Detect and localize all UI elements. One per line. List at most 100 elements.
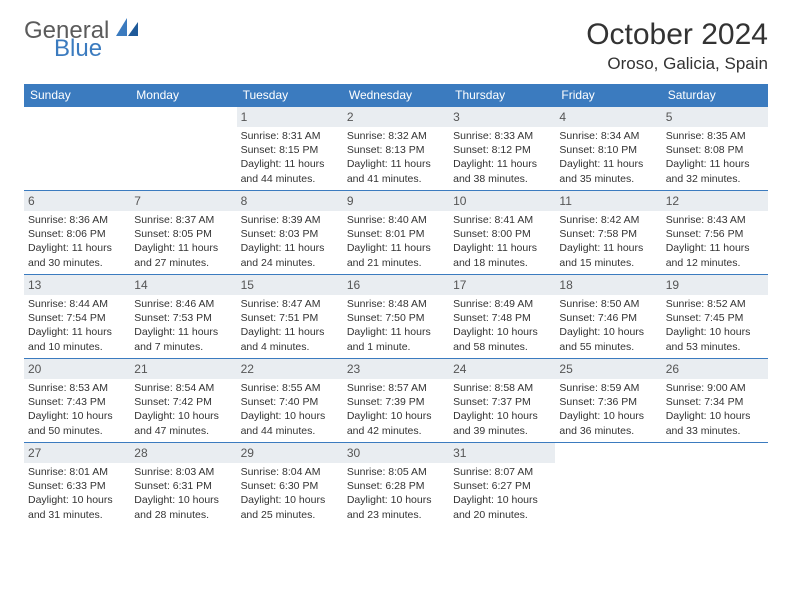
sunrise-text: Sunrise: 8:37 AM bbox=[134, 213, 232, 227]
day-cell: 7Sunrise: 8:37 AMSunset: 8:05 PMDaylight… bbox=[130, 190, 236, 274]
day-info: Sunrise: 8:43 AMSunset: 7:56 PMDaylight:… bbox=[666, 213, 764, 270]
day-info: Sunrise: 8:41 AMSunset: 8:00 PMDaylight:… bbox=[453, 213, 551, 270]
day-number-row: 7 bbox=[130, 191, 236, 211]
day-number: 31 bbox=[453, 446, 466, 460]
daylight-text: Daylight: 11 hours and 18 minutes. bbox=[453, 241, 551, 269]
day-info: Sunrise: 8:07 AMSunset: 6:27 PMDaylight:… bbox=[453, 465, 551, 522]
daylight-text: Daylight: 11 hours and 1 minute. bbox=[347, 325, 445, 353]
day-cell: 25Sunrise: 8:59 AMSunset: 7:36 PMDayligh… bbox=[555, 358, 661, 442]
day-cell: 16 Sunrise: 8:48 AMSunset: 7:50 PMDayligh… bbox=[343, 274, 449, 358]
sunset-text: Sunset: 7:39 PM bbox=[347, 395, 445, 409]
sunset-text: Sunset: 7:36 PM bbox=[559, 395, 657, 409]
day-cell: 27Sunrise: 8:01 AMSunset: 6:33 PMDayligh… bbox=[24, 442, 130, 526]
day-info: Sunrise: 8:49 AMSunset: 7:48 PMDaylight:… bbox=[453, 297, 551, 354]
sunrise-text: Sunrise: 8:57 AM bbox=[347, 381, 445, 395]
day-number: 5 bbox=[666, 110, 673, 124]
day-info: Sunrise: 8:44 AMSunset: 7:54 PMDaylight:… bbox=[28, 297, 126, 354]
sunrise-text: Sunrise: 8:31 AM bbox=[241, 129, 339, 143]
day-number: 10 bbox=[453, 194, 466, 208]
sunset-text: Sunset: 8:03 PM bbox=[241, 227, 339, 241]
daylight-text: Daylight: 11 hours and 38 minutes. bbox=[453, 157, 551, 185]
day-cell: 28Sunrise: 8:03 AMSunset: 6:31 PMDayligh… bbox=[130, 442, 236, 526]
day-number: 26 bbox=[666, 362, 679, 376]
sunset-text: Sunset: 7:53 PM bbox=[134, 311, 232, 325]
sunrise-text: Sunrise: 8:39 AM bbox=[241, 213, 339, 227]
day-info: Sunrise: 8:31 AMSunset: 8:15 PMDaylight:… bbox=[241, 129, 339, 186]
calendar-cell: 9Sunrise: 8:40 AMSunset: 8:01 PMDaylight… bbox=[343, 190, 449, 274]
weekday-header: Sunday bbox=[24, 84, 130, 106]
sunset-text: Sunset: 8:00 PM bbox=[453, 227, 551, 241]
daylight-text: Daylight: 10 hours and 55 minutes. bbox=[559, 325, 657, 353]
daylight-text: Daylight: 10 hours and 20 minutes. bbox=[453, 493, 551, 521]
empty-day bbox=[662, 442, 768, 527]
calendar-cell bbox=[24, 106, 130, 190]
weekday-header: Wednesday bbox=[343, 84, 449, 106]
calendar-cell: 3Sunrise: 8:33 AMSunset: 8:12 PMDaylight… bbox=[449, 106, 555, 190]
day-info: Sunrise: 8:48 AMSunset: 7:50 PMDaylight:… bbox=[347, 297, 445, 354]
weekday-header: Saturday bbox=[662, 84, 768, 106]
calendar-cell: 29Sunrise: 8:04 AMSunset: 6:30 PMDayligh… bbox=[237, 442, 343, 526]
day-cell: 1Sunrise: 8:31 AMSunset: 8:15 PMDaylight… bbox=[237, 106, 343, 190]
day-cell: 21Sunrise: 8:54 AMSunset: 7:42 PMDayligh… bbox=[130, 358, 236, 442]
title-block: October 2024 Oroso, Galicia, Spain bbox=[586, 18, 768, 74]
day-number: 15 bbox=[241, 278, 254, 292]
day-number-row: 16 bbox=[343, 275, 449, 295]
day-number-row: 29 bbox=[237, 443, 343, 463]
day-info: Sunrise: 8:58 AMSunset: 7:37 PMDaylight:… bbox=[453, 381, 551, 438]
sunset-text: Sunset: 7:43 PM bbox=[28, 395, 126, 409]
calendar-cell: 21Sunrise: 8:54 AMSunset: 7:42 PMDayligh… bbox=[130, 358, 236, 442]
day-info: Sunrise: 8:05 AMSunset: 6:28 PMDaylight:… bbox=[347, 465, 445, 522]
day-number-row: 18 bbox=[555, 275, 661, 295]
sunset-text: Sunset: 7:46 PM bbox=[559, 311, 657, 325]
day-number: 16 bbox=[347, 278, 360, 292]
month-title: October 2024 bbox=[586, 18, 768, 52]
day-cell: 15Sunrise: 8:47 AMSunset: 7:51 PMDayligh… bbox=[237, 274, 343, 358]
day-cell: 3Sunrise: 8:33 AMSunset: 8:12 PMDaylight… bbox=[449, 106, 555, 190]
sunset-text: Sunset: 6:27 PM bbox=[453, 479, 551, 493]
day-number: 20 bbox=[28, 362, 41, 376]
location: Oroso, Galicia, Spain bbox=[586, 54, 768, 74]
sunset-text: Sunset: 7:51 PM bbox=[241, 311, 339, 325]
day-info: Sunrise: 8:54 AMSunset: 7:42 PMDaylight:… bbox=[134, 381, 232, 438]
day-info: Sunrise: 8:35 AMSunset: 8:08 PMDaylight:… bbox=[666, 129, 764, 186]
day-cell: 17Sunrise: 8:49 AMSunset: 7:48 PMDayligh… bbox=[449, 274, 555, 358]
daylight-text: Daylight: 10 hours and 44 minutes. bbox=[241, 409, 339, 437]
day-number-row: 1 bbox=[237, 107, 343, 127]
day-cell: 12Sunrise: 8:43 AMSunset: 7:56 PMDayligh… bbox=[662, 190, 768, 274]
calendar-cell: 8Sunrise: 8:39 AMSunset: 8:03 PMDaylight… bbox=[237, 190, 343, 274]
day-number: 25 bbox=[559, 362, 572, 376]
sunrise-text: Sunrise: 8:05 AM bbox=[347, 465, 445, 479]
empty-day bbox=[24, 106, 130, 191]
day-info: Sunrise: 8:46 AMSunset: 7:53 PMDaylight:… bbox=[134, 297, 232, 354]
empty-day bbox=[555, 442, 661, 527]
day-info: Sunrise: 8:50 AMSunset: 7:46 PMDaylight:… bbox=[559, 297, 657, 354]
day-cell: 5 Sunrise: 8:35 AMSunset: 8:08 PMDaylight… bbox=[662, 106, 768, 190]
daylight-text: Daylight: 11 hours and 41 minutes. bbox=[347, 157, 445, 185]
sunset-text: Sunset: 7:56 PM bbox=[666, 227, 764, 241]
day-cell: 23Sunrise: 8:57 AMSunset: 7:39 PMDayligh… bbox=[343, 358, 449, 442]
sunset-text: Sunset: 7:54 PM bbox=[28, 311, 126, 325]
day-number-row: 5 bbox=[662, 107, 768, 127]
day-info: Sunrise: 8:40 AMSunset: 8:01 PMDaylight:… bbox=[347, 213, 445, 270]
day-cell: 20Sunrise: 8:53 AMSunset: 7:43 PMDayligh… bbox=[24, 358, 130, 442]
calendar-cell: 1Sunrise: 8:31 AMSunset: 8:15 PMDaylight… bbox=[237, 106, 343, 190]
day-info: Sunrise: 8:36 AMSunset: 8:06 PMDaylight:… bbox=[28, 213, 126, 270]
day-number: 18 bbox=[559, 278, 572, 292]
day-number-row: 25 bbox=[555, 359, 661, 379]
calendar-cell bbox=[662, 442, 768, 526]
calendar-cell: 25Sunrise: 8:59 AMSunset: 7:36 PMDayligh… bbox=[555, 358, 661, 442]
day-number: 19 bbox=[666, 278, 679, 292]
sunset-text: Sunset: 8:01 PM bbox=[347, 227, 445, 241]
sunrise-text: Sunrise: 8:43 AM bbox=[666, 213, 764, 227]
sunset-text: Sunset: 6:30 PM bbox=[241, 479, 339, 493]
sunset-text: Sunset: 7:45 PM bbox=[666, 311, 764, 325]
calendar-cell: 17Sunrise: 8:49 AMSunset: 7:48 PMDayligh… bbox=[449, 274, 555, 358]
day-cell: 2Sunrise: 8:32 AMSunset: 8:13 PMDaylight… bbox=[343, 106, 449, 190]
daylight-text: Daylight: 11 hours and 30 minutes. bbox=[28, 241, 126, 269]
calendar-cell: 31 Sunrise: 8:07 AMSunset: 6:27 PMDayligh… bbox=[449, 442, 555, 526]
day-info: Sunrise: 8:32 AMSunset: 8:13 PMDaylight:… bbox=[347, 129, 445, 186]
day-number-row: 26 bbox=[662, 359, 768, 379]
weekday-header-row: Sunday Monday Tuesday Wednesday Thursday… bbox=[24, 84, 768, 106]
day-number-row: 22 bbox=[237, 359, 343, 379]
calendar-cell: 5 Sunrise: 8:35 AMSunset: 8:08 PMDaylight… bbox=[662, 106, 768, 190]
